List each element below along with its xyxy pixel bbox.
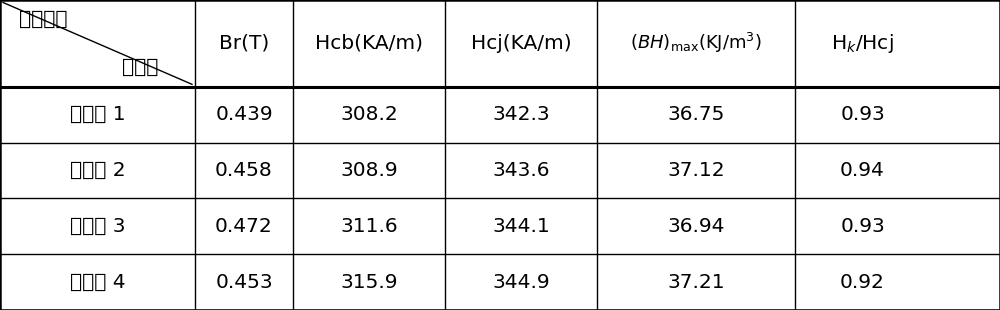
- Text: 0.472: 0.472: [215, 217, 273, 236]
- Text: 308.2: 308.2: [340, 105, 398, 124]
- Text: 344.1: 344.1: [492, 217, 550, 236]
- Text: 36.94: 36.94: [667, 217, 725, 236]
- Text: 0.439: 0.439: [215, 105, 273, 124]
- Text: Hcj(KA/m): Hcj(KA/m): [471, 34, 571, 53]
- Text: 实施例 4: 实施例 4: [70, 272, 125, 292]
- Text: 实施例 3: 实施例 3: [70, 217, 125, 236]
- Text: 37.12: 37.12: [667, 161, 725, 180]
- Text: Br(T): Br(T): [219, 34, 269, 53]
- Text: 343.6: 343.6: [492, 161, 550, 180]
- Text: 0.458: 0.458: [215, 161, 273, 180]
- Text: 37.21: 37.21: [667, 272, 725, 292]
- Text: $(BH)_{\mathrm{max}}(\mathrm{KJ/m}^{3})$: $(BH)_{\mathrm{max}}(\mathrm{KJ/m}^{3})$: [630, 31, 762, 55]
- Text: 308.9: 308.9: [340, 161, 398, 180]
- Text: 344.9: 344.9: [492, 272, 550, 292]
- Text: Hcb(KA/m): Hcb(KA/m): [315, 34, 423, 53]
- Text: 0.93: 0.93: [840, 105, 885, 124]
- Text: 0.93: 0.93: [840, 217, 885, 236]
- Text: 342.3: 342.3: [492, 105, 550, 124]
- Text: 311.6: 311.6: [340, 217, 398, 236]
- Text: 36.75: 36.75: [667, 105, 725, 124]
- Text: 磁性能: 磁性能: [122, 58, 159, 77]
- Text: 0.94: 0.94: [840, 161, 885, 180]
- Text: 0.453: 0.453: [215, 272, 273, 292]
- Text: 实施例 2: 实施例 2: [70, 161, 125, 180]
- Text: $\mathrm{H}_k/\mathrm{Hcj}$: $\mathrm{H}_k/\mathrm{Hcj}$: [831, 32, 894, 55]
- Text: 实施例 1: 实施例 1: [70, 105, 125, 124]
- Text: 实施方式: 实施方式: [19, 10, 67, 29]
- Text: 315.9: 315.9: [340, 272, 398, 292]
- Text: 0.92: 0.92: [840, 272, 885, 292]
